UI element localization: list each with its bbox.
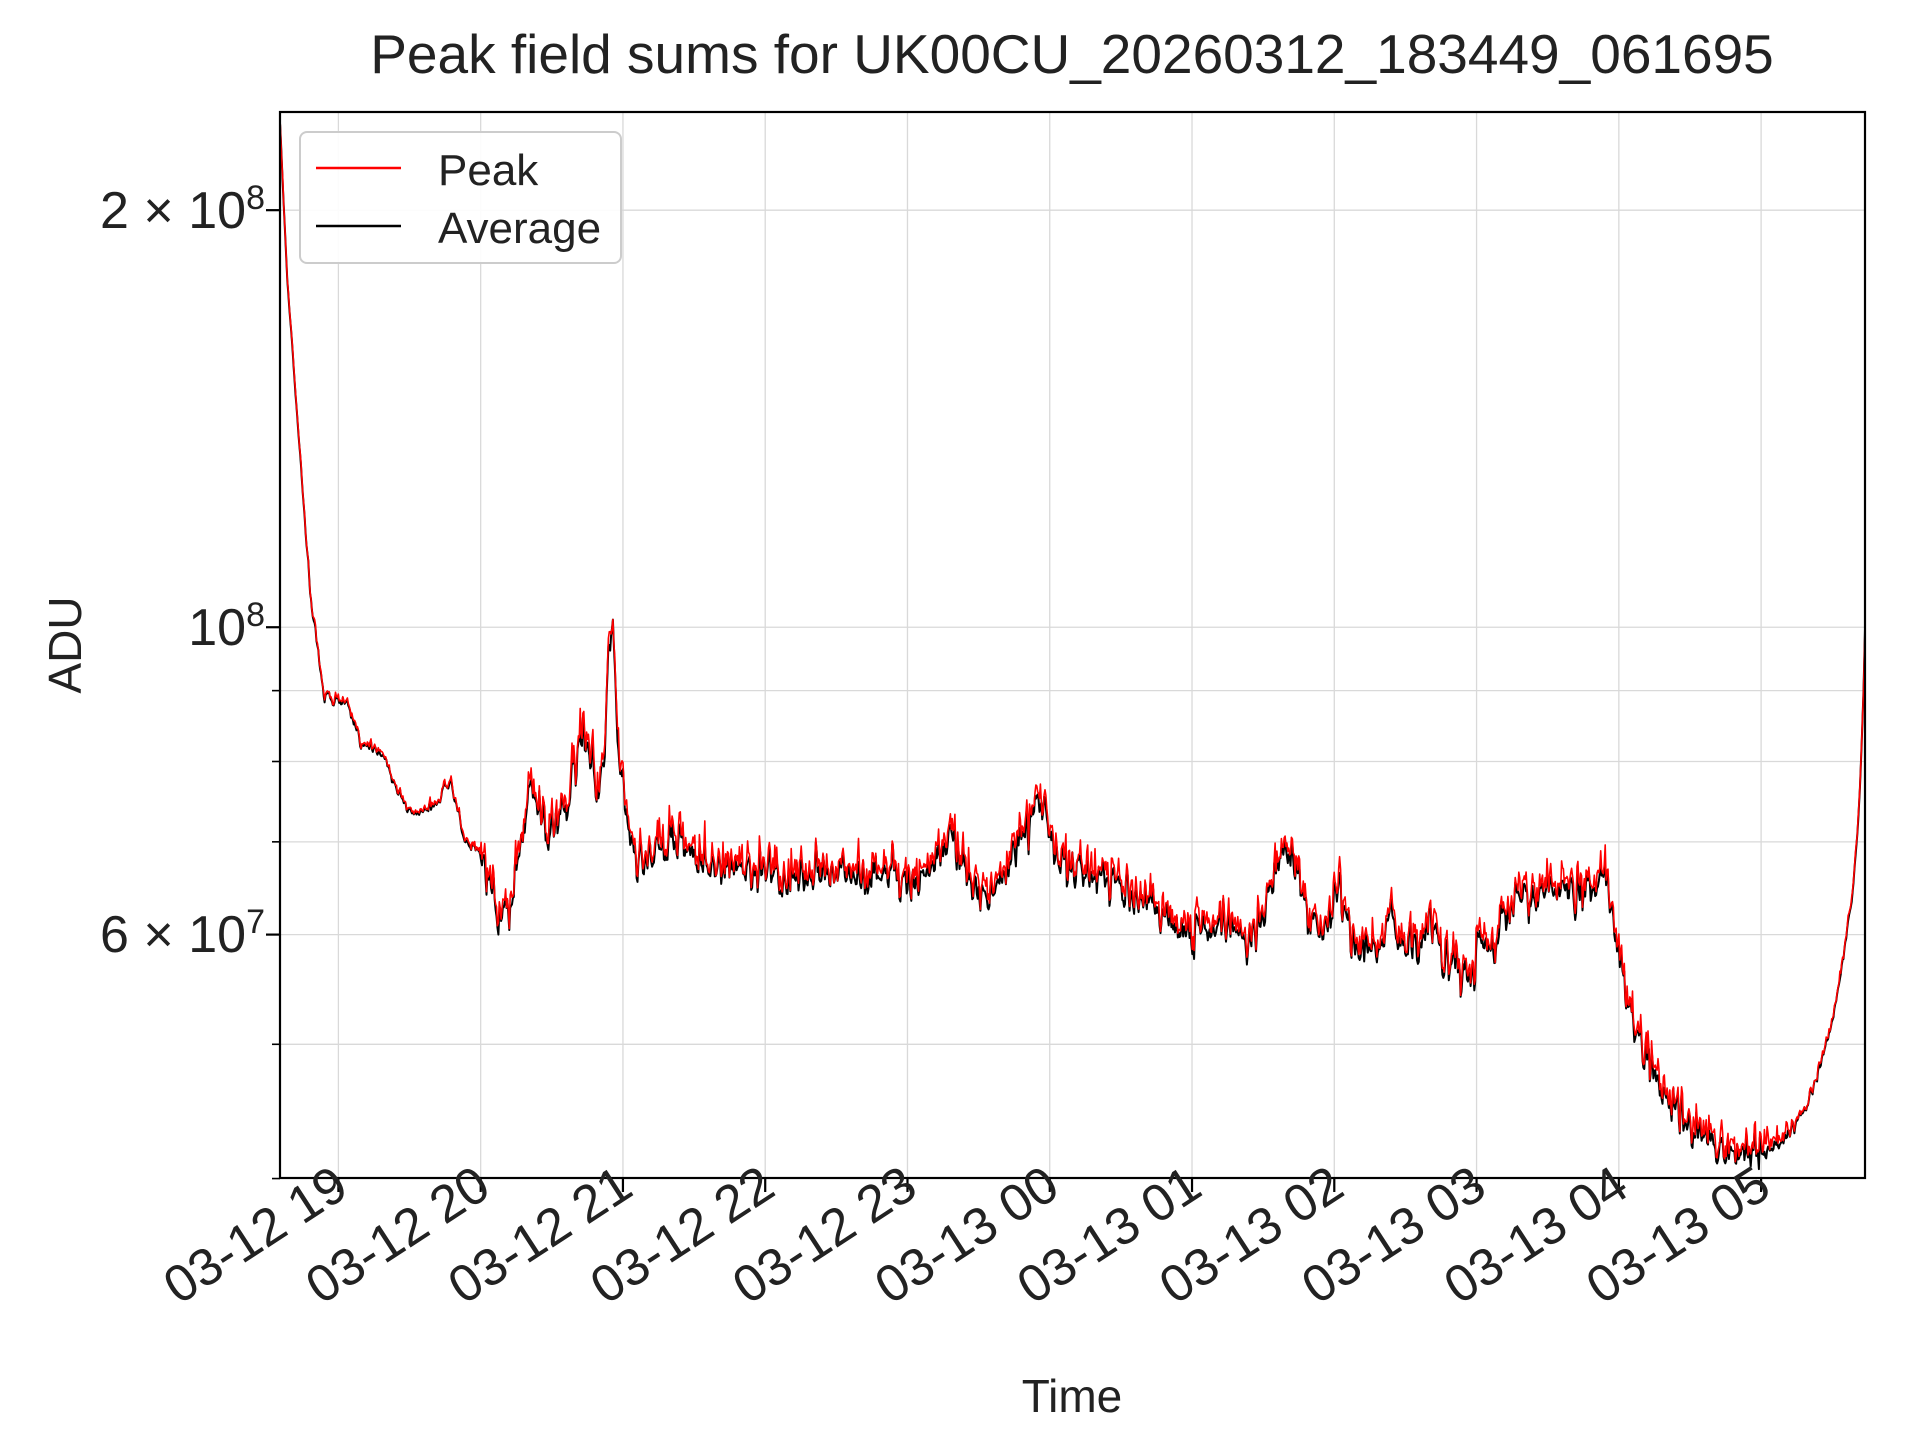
svg-text:2 × 108: 2 × 108 [100, 179, 265, 240]
svg-text:Peak field sums for UK00CU_202: Peak field sums for UK00CU_20260312_1834… [370, 23, 1774, 85]
svg-text:6 × 107: 6 × 107 [100, 903, 265, 964]
svg-text:Peak: Peak [438, 146, 539, 195]
svg-text:Time: Time [1022, 1370, 1123, 1422]
svg-text:Average: Average [438, 204, 601, 253]
svg-text:ADU: ADU [39, 596, 91, 693]
